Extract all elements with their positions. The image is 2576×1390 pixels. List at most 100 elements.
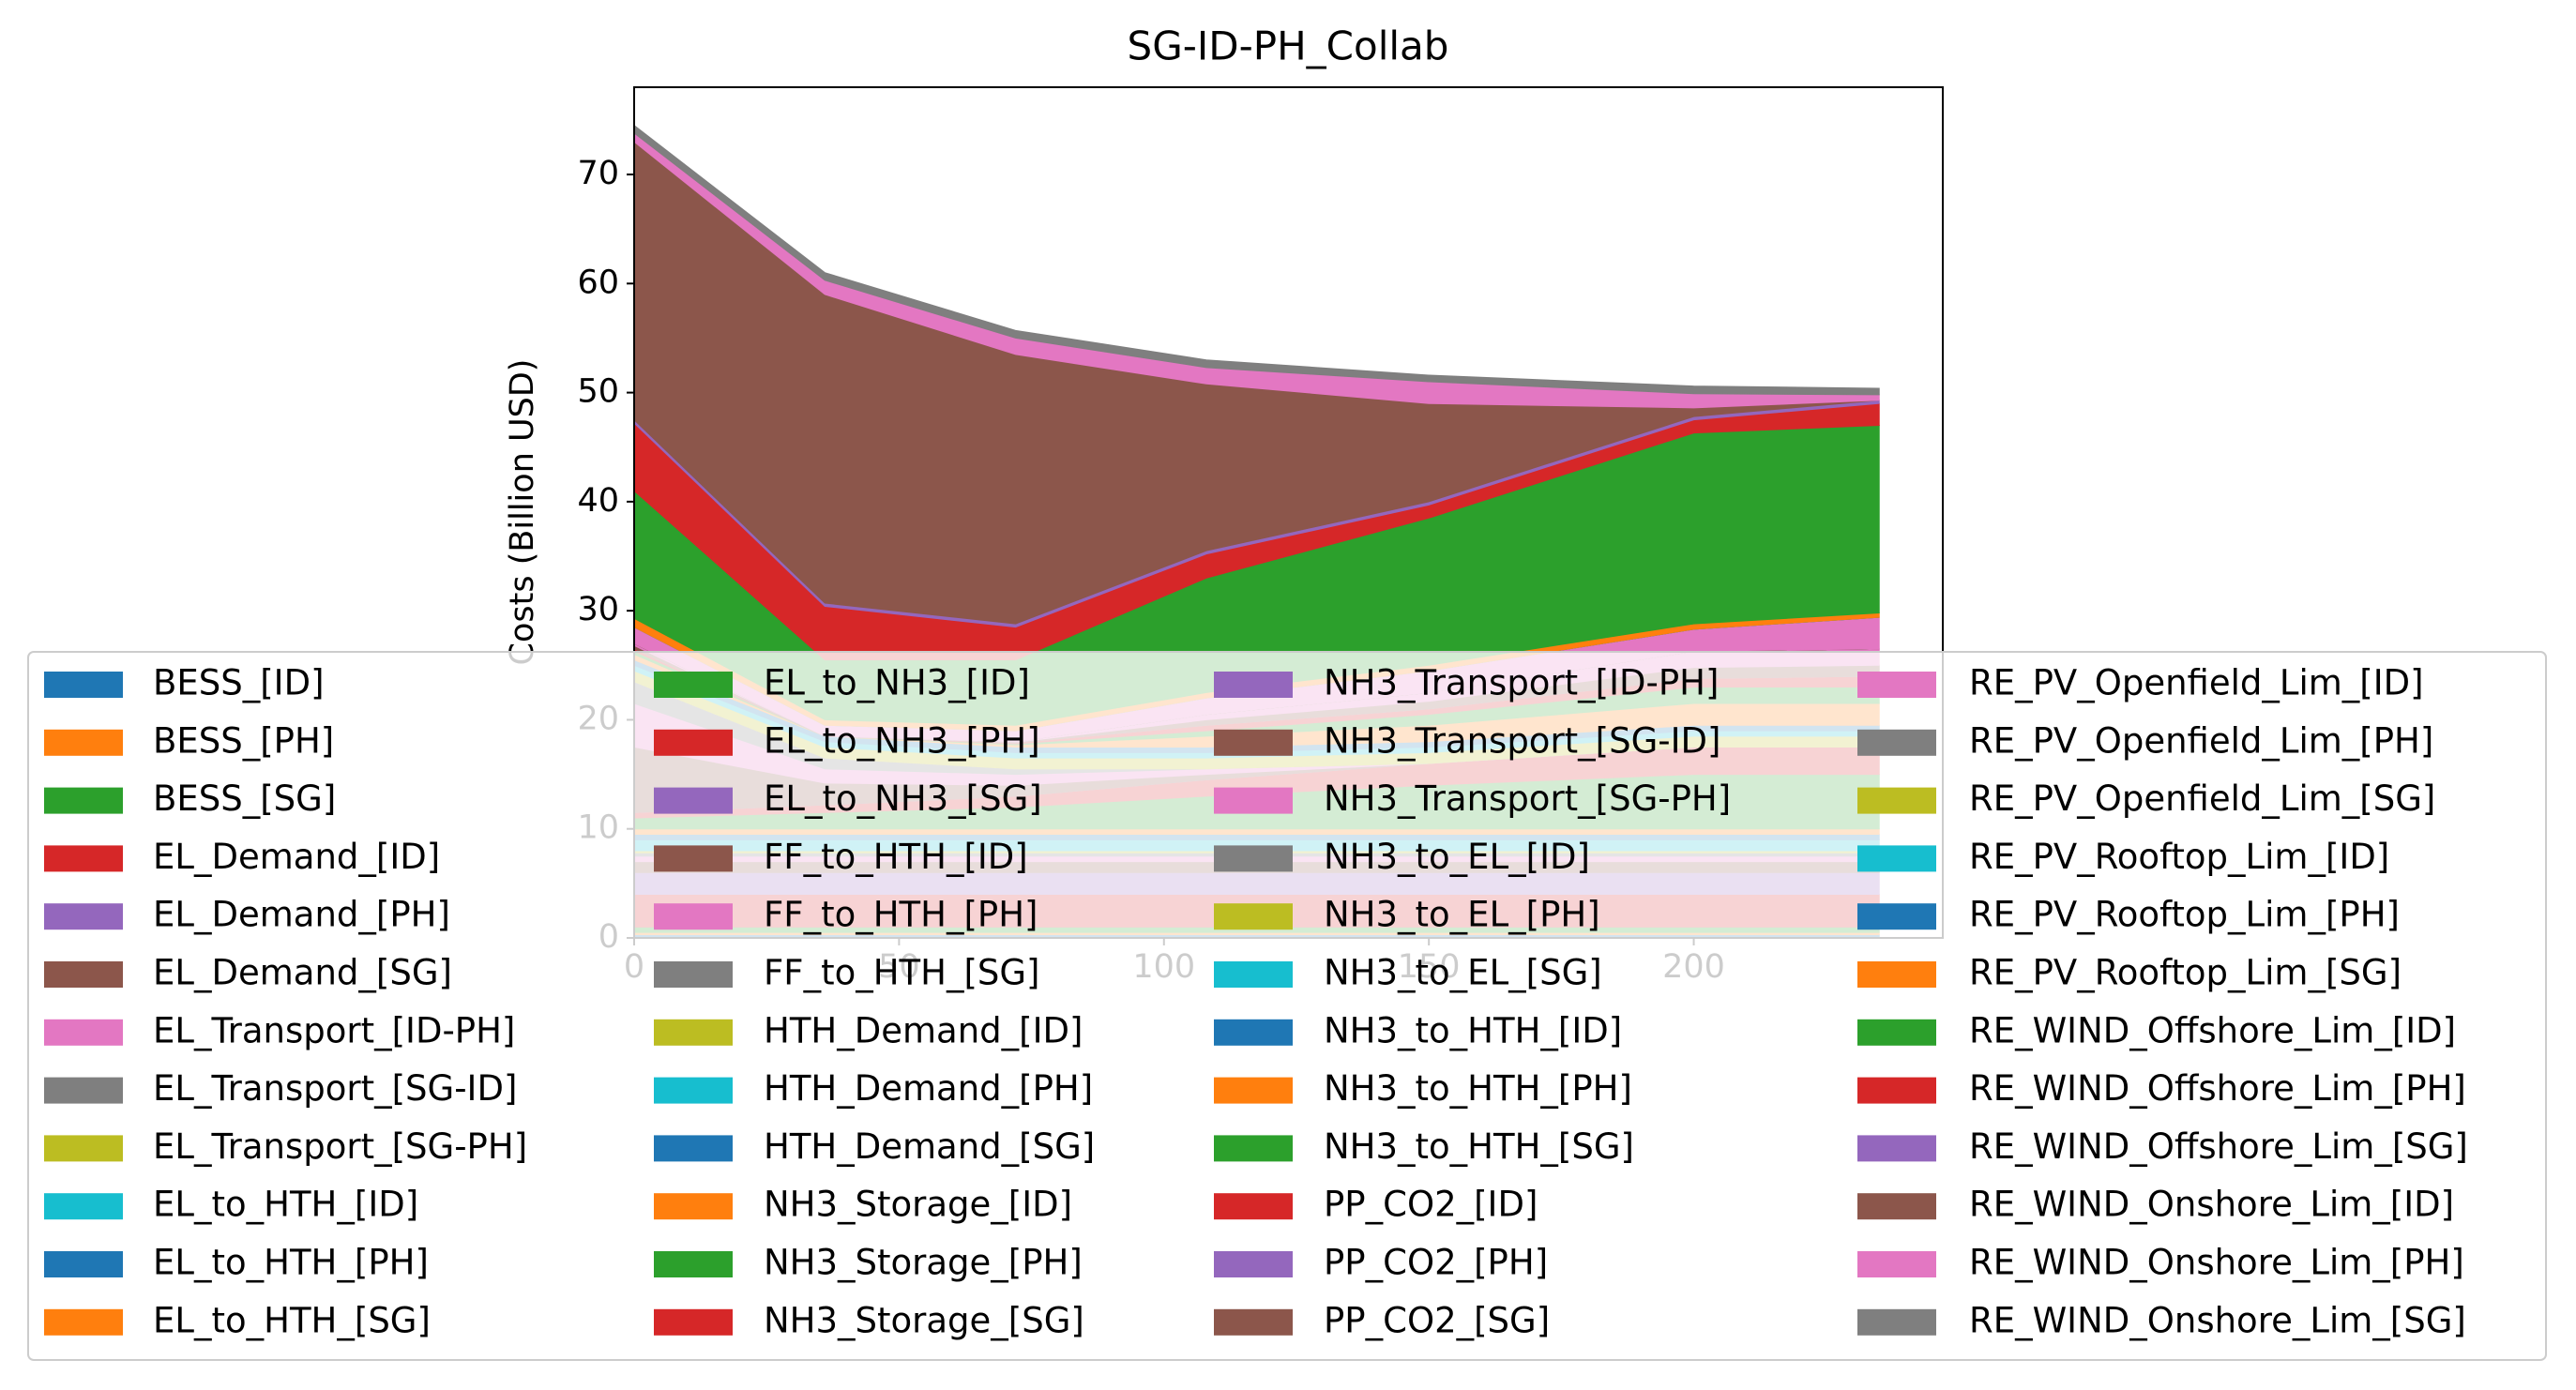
legend-swatch: [654, 1077, 733, 1104]
legend-swatch: [1857, 1077, 1936, 1104]
legend-label: NH3_Storage_[PH]: [764, 1243, 1083, 1283]
legend-swatch: [44, 787, 123, 814]
legend-label: RE_WIND_Onshore_Lim_[SG]: [1969, 1300, 2466, 1340]
legend-label: EL_Demand_[SG]: [153, 953, 452, 993]
y-tick-label: 30: [577, 591, 619, 628]
legend-swatch: [1214, 787, 1293, 814]
legend-label: FF_to_HTH_[SG]: [764, 953, 1039, 993]
legend-swatch: [44, 1308, 123, 1336]
legend-swatch: [44, 1019, 123, 1046]
legend-label: RE_PV_Openfield_Lim_[SG]: [1969, 778, 2435, 819]
legend-swatch: [1214, 1193, 1293, 1220]
legend-swatch: [44, 1251, 123, 1277]
legend-label: EL_to_NH3_[ID]: [764, 663, 1030, 703]
y-axis-label: Costs (Billion USD): [504, 359, 541, 666]
legend-label: RE_WIND_Offshore_Lim_[PH]: [1969, 1068, 2466, 1109]
legend-label: EL_to_NH3_[PH]: [764, 720, 1040, 761]
legend-label: PP_CO2_[ID]: [1324, 1185, 1538, 1225]
legend-label: EL_to_NH3_[SG]: [764, 778, 1042, 819]
legend-label: BESS_[ID]: [153, 663, 325, 703]
legend-label: EL_Demand_[PH]: [153, 895, 450, 935]
legend-label: FF_to_HTH_[PH]: [764, 895, 1038, 935]
legend-swatch: [44, 903, 123, 930]
legend-label: NH3_to_EL_[ID]: [1324, 837, 1590, 877]
legend-label: EL_to_HTH_[PH]: [153, 1243, 429, 1283]
legend-label: PP_CO2_[SG]: [1324, 1300, 1550, 1340]
legend-label: NH3_to_EL_[PH]: [1324, 895, 1600, 935]
legend-swatch: [1857, 729, 1936, 756]
legend-label: NH3_Storage_[ID]: [764, 1185, 1072, 1225]
legend-label: RE_PV_Rooftop_Lim_[ID]: [1969, 837, 2389, 877]
legend-swatch: [1857, 961, 1936, 988]
legend-swatch: [1857, 787, 1936, 814]
y-tick-label: 40: [577, 482, 619, 520]
y-tick-label: 60: [577, 264, 619, 301]
legend-label: NH3_Transport_[SG-ID]: [1324, 720, 1720, 761]
legend-box: [27, 651, 2547, 1361]
legend-label: RE_WIND_Onshore_Lim_[ID]: [1969, 1185, 2454, 1225]
legend-swatch: [44, 1135, 123, 1162]
legend-label: NH3_to_HTH_[PH]: [1324, 1068, 1632, 1109]
legend-label: NH3_to_HTH_[SG]: [1324, 1126, 1634, 1167]
legend-swatch: [44, 729, 123, 756]
y-tick-label: 50: [577, 373, 619, 411]
legend-swatch: [1857, 1251, 1936, 1277]
legend-swatch: [1214, 845, 1293, 872]
legend-swatch: [654, 903, 733, 930]
legend-swatch: [1214, 961, 1293, 988]
legend-label: EL_to_HTH_[SG]: [153, 1300, 431, 1340]
legend-swatch: [654, 729, 733, 756]
legend-label: RE_WIND_Offshore_Lim_[ID]: [1969, 1010, 2456, 1050]
legend-swatch: [1214, 1135, 1293, 1162]
legend-swatch: [654, 1193, 733, 1220]
legend-swatch: [44, 1193, 123, 1220]
legend-swatch: [44, 961, 123, 988]
legend-label: BESS_[SG]: [153, 778, 336, 819]
legend-label: EL_Transport_[ID-PH]: [153, 1010, 515, 1050]
legend-swatch: [1857, 1019, 1936, 1046]
area: [633, 124, 1880, 396]
legend-swatch: [654, 1308, 733, 1336]
legend-swatch: [1214, 903, 1293, 930]
legend-swatch: [1857, 1308, 1936, 1336]
legend-swatch: [654, 1019, 733, 1046]
legend-label: HTH_Demand_[SG]: [764, 1126, 1095, 1167]
legend-swatch: [654, 1251, 733, 1277]
legend-label: HTH_Demand_[PH]: [764, 1068, 1093, 1109]
legend-label: HTH_Demand_[ID]: [764, 1010, 1083, 1050]
legend-swatch: [44, 1077, 123, 1104]
legend-swatch: [654, 961, 733, 988]
legend-label: RE_PV_Openfield_Lim_[ID]: [1969, 663, 2424, 703]
legend-label: PP_CO2_[PH]: [1324, 1243, 1548, 1283]
legend-swatch: [1857, 903, 1936, 930]
legend-swatch: [1214, 1251, 1293, 1277]
legend-label: RE_PV_Rooftop_Lim_[SG]: [1969, 953, 2402, 993]
legend-label: RE_WIND_Offshore_Lim_[SG]: [1969, 1126, 2468, 1167]
legend-label: NH3_Transport_[ID-PH]: [1324, 663, 1719, 703]
legend: BESS_[ID] BESS_[PH] BESS_[SG] EL_Demand_[ID…: [27, 651, 2547, 1361]
legend-swatch: [1857, 845, 1936, 872]
legend-label: RE_WIND_Onshore_Lim_[PH]: [1969, 1243, 2464, 1283]
legend-swatch: [654, 1135, 733, 1162]
legend-label: EL_to_HTH_[ID]: [153, 1185, 418, 1225]
legend-swatch: [1214, 729, 1293, 756]
legend-swatch: [1857, 672, 1936, 698]
legend-label: EL_Transport_[SG-PH]: [153, 1126, 527, 1167]
legend-swatch: [654, 672, 733, 698]
legend-swatch: [1857, 1135, 1936, 1162]
legend-swatch: [1857, 1193, 1936, 1220]
legend-label: RE_PV_Rooftop_Lim_[PH]: [1969, 895, 2400, 935]
legend-label: RE_PV_Openfield_Lim_[PH]: [1969, 720, 2433, 761]
legend-label: EL_Transport_[SG-ID]: [153, 1068, 517, 1109]
legend-label: EL_Demand_[ID]: [153, 837, 440, 877]
legend-swatch: [44, 672, 123, 698]
legend-label: NH3_to_EL_[SG]: [1324, 953, 1602, 993]
legend-label: NH3_to_HTH_[ID]: [1324, 1010, 1622, 1050]
legend-swatch: [1214, 1308, 1293, 1336]
legend-label: NH3_Storage_[SG]: [764, 1300, 1084, 1340]
legend-label: FF_to_HTH_[ID]: [764, 837, 1028, 877]
legend-swatch: [1214, 1077, 1293, 1104]
legend-label: NH3_Transport_[SG-PH]: [1324, 778, 1731, 819]
legend-swatch: [654, 845, 733, 872]
